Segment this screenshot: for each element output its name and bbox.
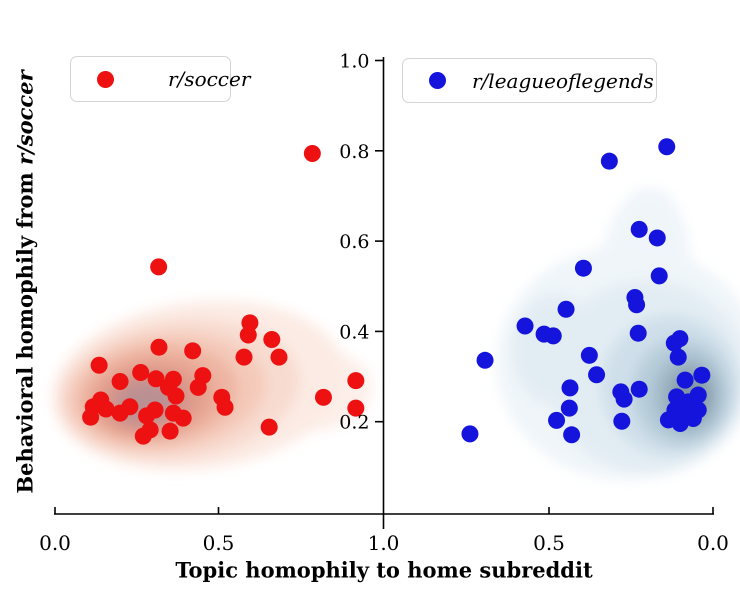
blue-dot-icon (429, 72, 446, 89)
data-point-left (347, 372, 365, 390)
legend-soccer-label: r/soccer (168, 67, 251, 91)
data-point-left (150, 338, 168, 356)
legend-leagueoflegends-label: r/leagueoflegends (472, 68, 654, 93)
data-point-right (563, 426, 581, 444)
data-point-right (544, 327, 562, 345)
data-point-right (630, 220, 648, 238)
axes: 0.2 0.4 0.6 0.8 1.0 0.0 0.5 0.5 0.0 1.0 (39, 51, 729, 556)
data-point-right (615, 390, 633, 408)
y-tick-label: 1.0 (339, 51, 369, 73)
y-axis-title-italic: r/soccer (12, 70, 38, 165)
data-point-left (134, 427, 152, 445)
data-point-right (574, 259, 592, 277)
data-point-right (580, 346, 598, 364)
data-point-left (347, 399, 365, 417)
data-point-right (693, 366, 711, 384)
legend-soccer: r/soccer (70, 56, 250, 102)
data-point-left (260, 418, 278, 436)
data-point-right (650, 267, 668, 285)
data-point-left (303, 145, 321, 163)
data-point-right (629, 324, 647, 342)
data-point-left (239, 326, 257, 344)
data-point-left (150, 258, 168, 276)
data-point-left (82, 408, 100, 426)
data-point-right (600, 152, 618, 170)
x-axis-title: Topic homophily to home subreddit (175, 557, 593, 583)
data-point-right (516, 317, 534, 335)
data-point-right (560, 399, 578, 417)
red-dot-icon (97, 70, 114, 88)
data-point-left (132, 363, 150, 381)
scatter-points (82, 138, 711, 445)
x-tick-label: 0.5 (533, 531, 565, 555)
data-point-right (671, 415, 689, 433)
legend-leagueoflegends: r/leagueoflegends (402, 58, 657, 103)
data-point-right (461, 425, 479, 443)
data-point-right (669, 348, 687, 366)
data-point-right (628, 296, 646, 314)
data-point-right (557, 300, 575, 318)
y-tick-label: 0.8 (339, 141, 369, 163)
data-point-left (111, 373, 129, 391)
x-tick-label: 0.0 (39, 531, 71, 555)
data-point-left (161, 422, 179, 440)
data-point-left (189, 378, 207, 396)
data-point-left (174, 409, 192, 427)
y-axis-title: Behavioral homophily from r/soccer (13, 70, 38, 493)
data-point-left (314, 388, 332, 406)
data-point-right (613, 412, 631, 430)
data-point-left (216, 398, 234, 416)
x-tick-label: 0.0 (697, 531, 729, 555)
data-point-right (561, 379, 579, 397)
data-point-right (658, 138, 676, 156)
data-point-left (90, 356, 108, 374)
data-point-left (97, 400, 115, 418)
data-point-left (147, 370, 165, 388)
data-point-left (263, 331, 281, 349)
data-point-right (689, 386, 707, 404)
data-point-right (548, 411, 566, 429)
data-point-right (476, 351, 494, 369)
data-point-right (648, 229, 666, 247)
data-point-left (146, 401, 164, 419)
data-point-left (270, 348, 288, 366)
data-point-left (167, 387, 185, 405)
data-point-right (671, 330, 689, 348)
y-tick-label: 0.2 (339, 412, 369, 434)
data-point-right (630, 380, 648, 398)
x-tick-label-center: 1.0 (368, 531, 400, 555)
y-axis-title-text: Behavioral homophily from (12, 164, 38, 494)
data-point-right (684, 410, 702, 428)
data-point-left (184, 342, 202, 360)
y-tick-label: 0.6 (339, 231, 369, 253)
data-point-left (121, 398, 139, 416)
data-point-right (676, 371, 694, 389)
data-point-left (235, 348, 253, 366)
x-tick-label: 0.5 (203, 531, 235, 555)
data-point-right (588, 366, 606, 384)
y-tick-label: 0.4 (339, 321, 369, 343)
kde-level (513, 295, 599, 404)
